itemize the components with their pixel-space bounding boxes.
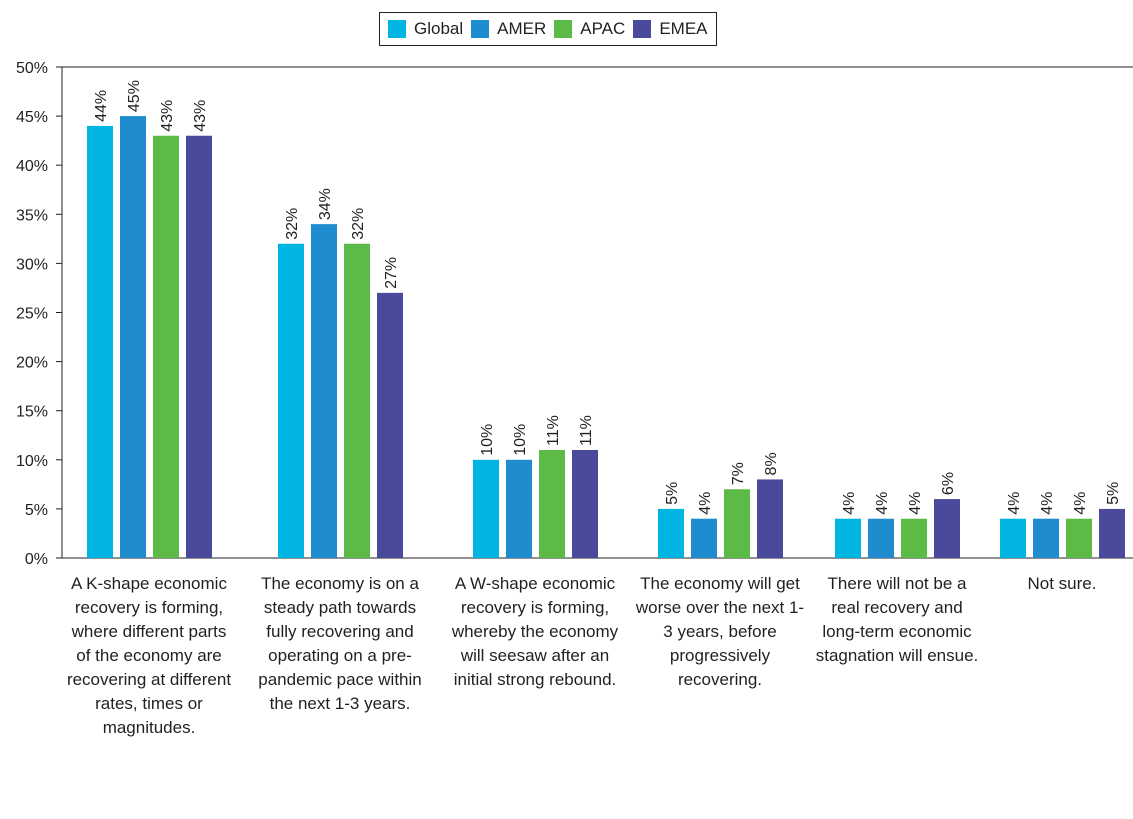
bar-emea	[1099, 508, 1125, 558]
category-label: The economy will get worse over the next…	[635, 574, 805, 689]
legend-item-global: Global	[388, 19, 463, 39]
bar-emea	[186, 135, 212, 559]
y-tick-label: 20%	[16, 355, 48, 372]
value-label: 11%	[545, 415, 562, 446]
y-tick-label: 30%	[16, 256, 48, 273]
value-label: 5%	[664, 482, 681, 505]
legend-swatch	[471, 20, 490, 38]
bar-emea	[757, 479, 783, 558]
bar-amer	[120, 116, 146, 558]
bar-global	[473, 459, 499, 558]
value-label: 34%	[317, 188, 334, 220]
value-label: 10%	[479, 424, 496, 456]
y-tick-label: 10%	[16, 453, 48, 470]
y-tick-label: 25%	[16, 306, 48, 323]
bar-emea	[377, 292, 403, 558]
bar-apac	[153, 135, 179, 559]
bar-amer	[506, 459, 532, 558]
value-label: 45%	[126, 80, 143, 112]
legend-label: AMER	[497, 19, 547, 38]
value-label: 32%	[350, 208, 367, 240]
y-tick-label: 15%	[16, 404, 48, 421]
legend-item-emea: EMEA	[633, 19, 708, 39]
value-label: 44%	[93, 90, 110, 122]
bar-amer	[311, 224, 337, 558]
legend-label: Global	[414, 19, 464, 38]
legend-swatch	[554, 20, 573, 38]
legend-label: APAC	[580, 19, 626, 38]
y-tick-label: 5%	[25, 502, 48, 519]
category-label: Not sure.	[1027, 574, 1097, 593]
bar-amer	[691, 518, 717, 558]
y-tick-label: 40%	[16, 158, 48, 175]
category-label: The economy is on a steady path towards …	[258, 574, 422, 713]
value-label: 6%	[940, 472, 957, 495]
bar-apac	[344, 243, 370, 558]
bar-global	[278, 243, 304, 558]
y-tick-label: 50%	[16, 60, 48, 77]
value-label: 32%	[284, 208, 301, 240]
y-tick-label: 45%	[16, 109, 48, 126]
value-label: 5%	[1105, 482, 1122, 505]
value-label: 7%	[730, 462, 747, 485]
bar-amer	[868, 518, 894, 558]
value-label: 4%	[1039, 492, 1056, 515]
value-label: 8%	[763, 452, 780, 475]
bar-apac	[1066, 518, 1092, 558]
value-label: 4%	[697, 492, 714, 515]
category-label: A W-shape economic recovery is forming, …	[451, 574, 619, 689]
bar-emea	[934, 499, 960, 558]
legend-swatch	[633, 20, 652, 38]
value-label: 43%	[159, 100, 176, 132]
legend-label: EMEA	[659, 19, 708, 38]
value-label: 4%	[1072, 492, 1089, 515]
value-label: 4%	[841, 492, 858, 515]
bar-global	[835, 518, 861, 558]
bar-apac	[724, 489, 750, 558]
y-tick-label: 35%	[16, 207, 48, 224]
value-label: 10%	[512, 424, 529, 456]
bar-global	[658, 508, 684, 558]
bar-global	[1000, 518, 1026, 558]
bar-global	[87, 125, 113, 559]
bar-apac	[901, 518, 927, 558]
category-label: There will not be a real recovery and lo…	[815, 574, 979, 665]
y-tick-label: 0%	[25, 551, 48, 568]
bar-apac	[539, 449, 565, 558]
legend-item-apac: APAC	[554, 19, 625, 39]
bar-emea	[572, 449, 598, 558]
value-label: 4%	[1006, 492, 1023, 515]
value-label: 27%	[383, 257, 400, 289]
value-label: 11%	[578, 415, 595, 446]
category-label: A K-shape economic recovery is forming, …	[66, 574, 232, 737]
value-label: 4%	[874, 492, 891, 515]
value-label: 43%	[192, 100, 209, 132]
bar-amer	[1033, 518, 1059, 558]
legend-swatch	[388, 20, 406, 38]
legend-item-amer: AMER	[471, 19, 546, 39]
value-label: 4%	[907, 492, 924, 515]
legend: Global AMER APAC EMEA	[379, 12, 717, 46]
